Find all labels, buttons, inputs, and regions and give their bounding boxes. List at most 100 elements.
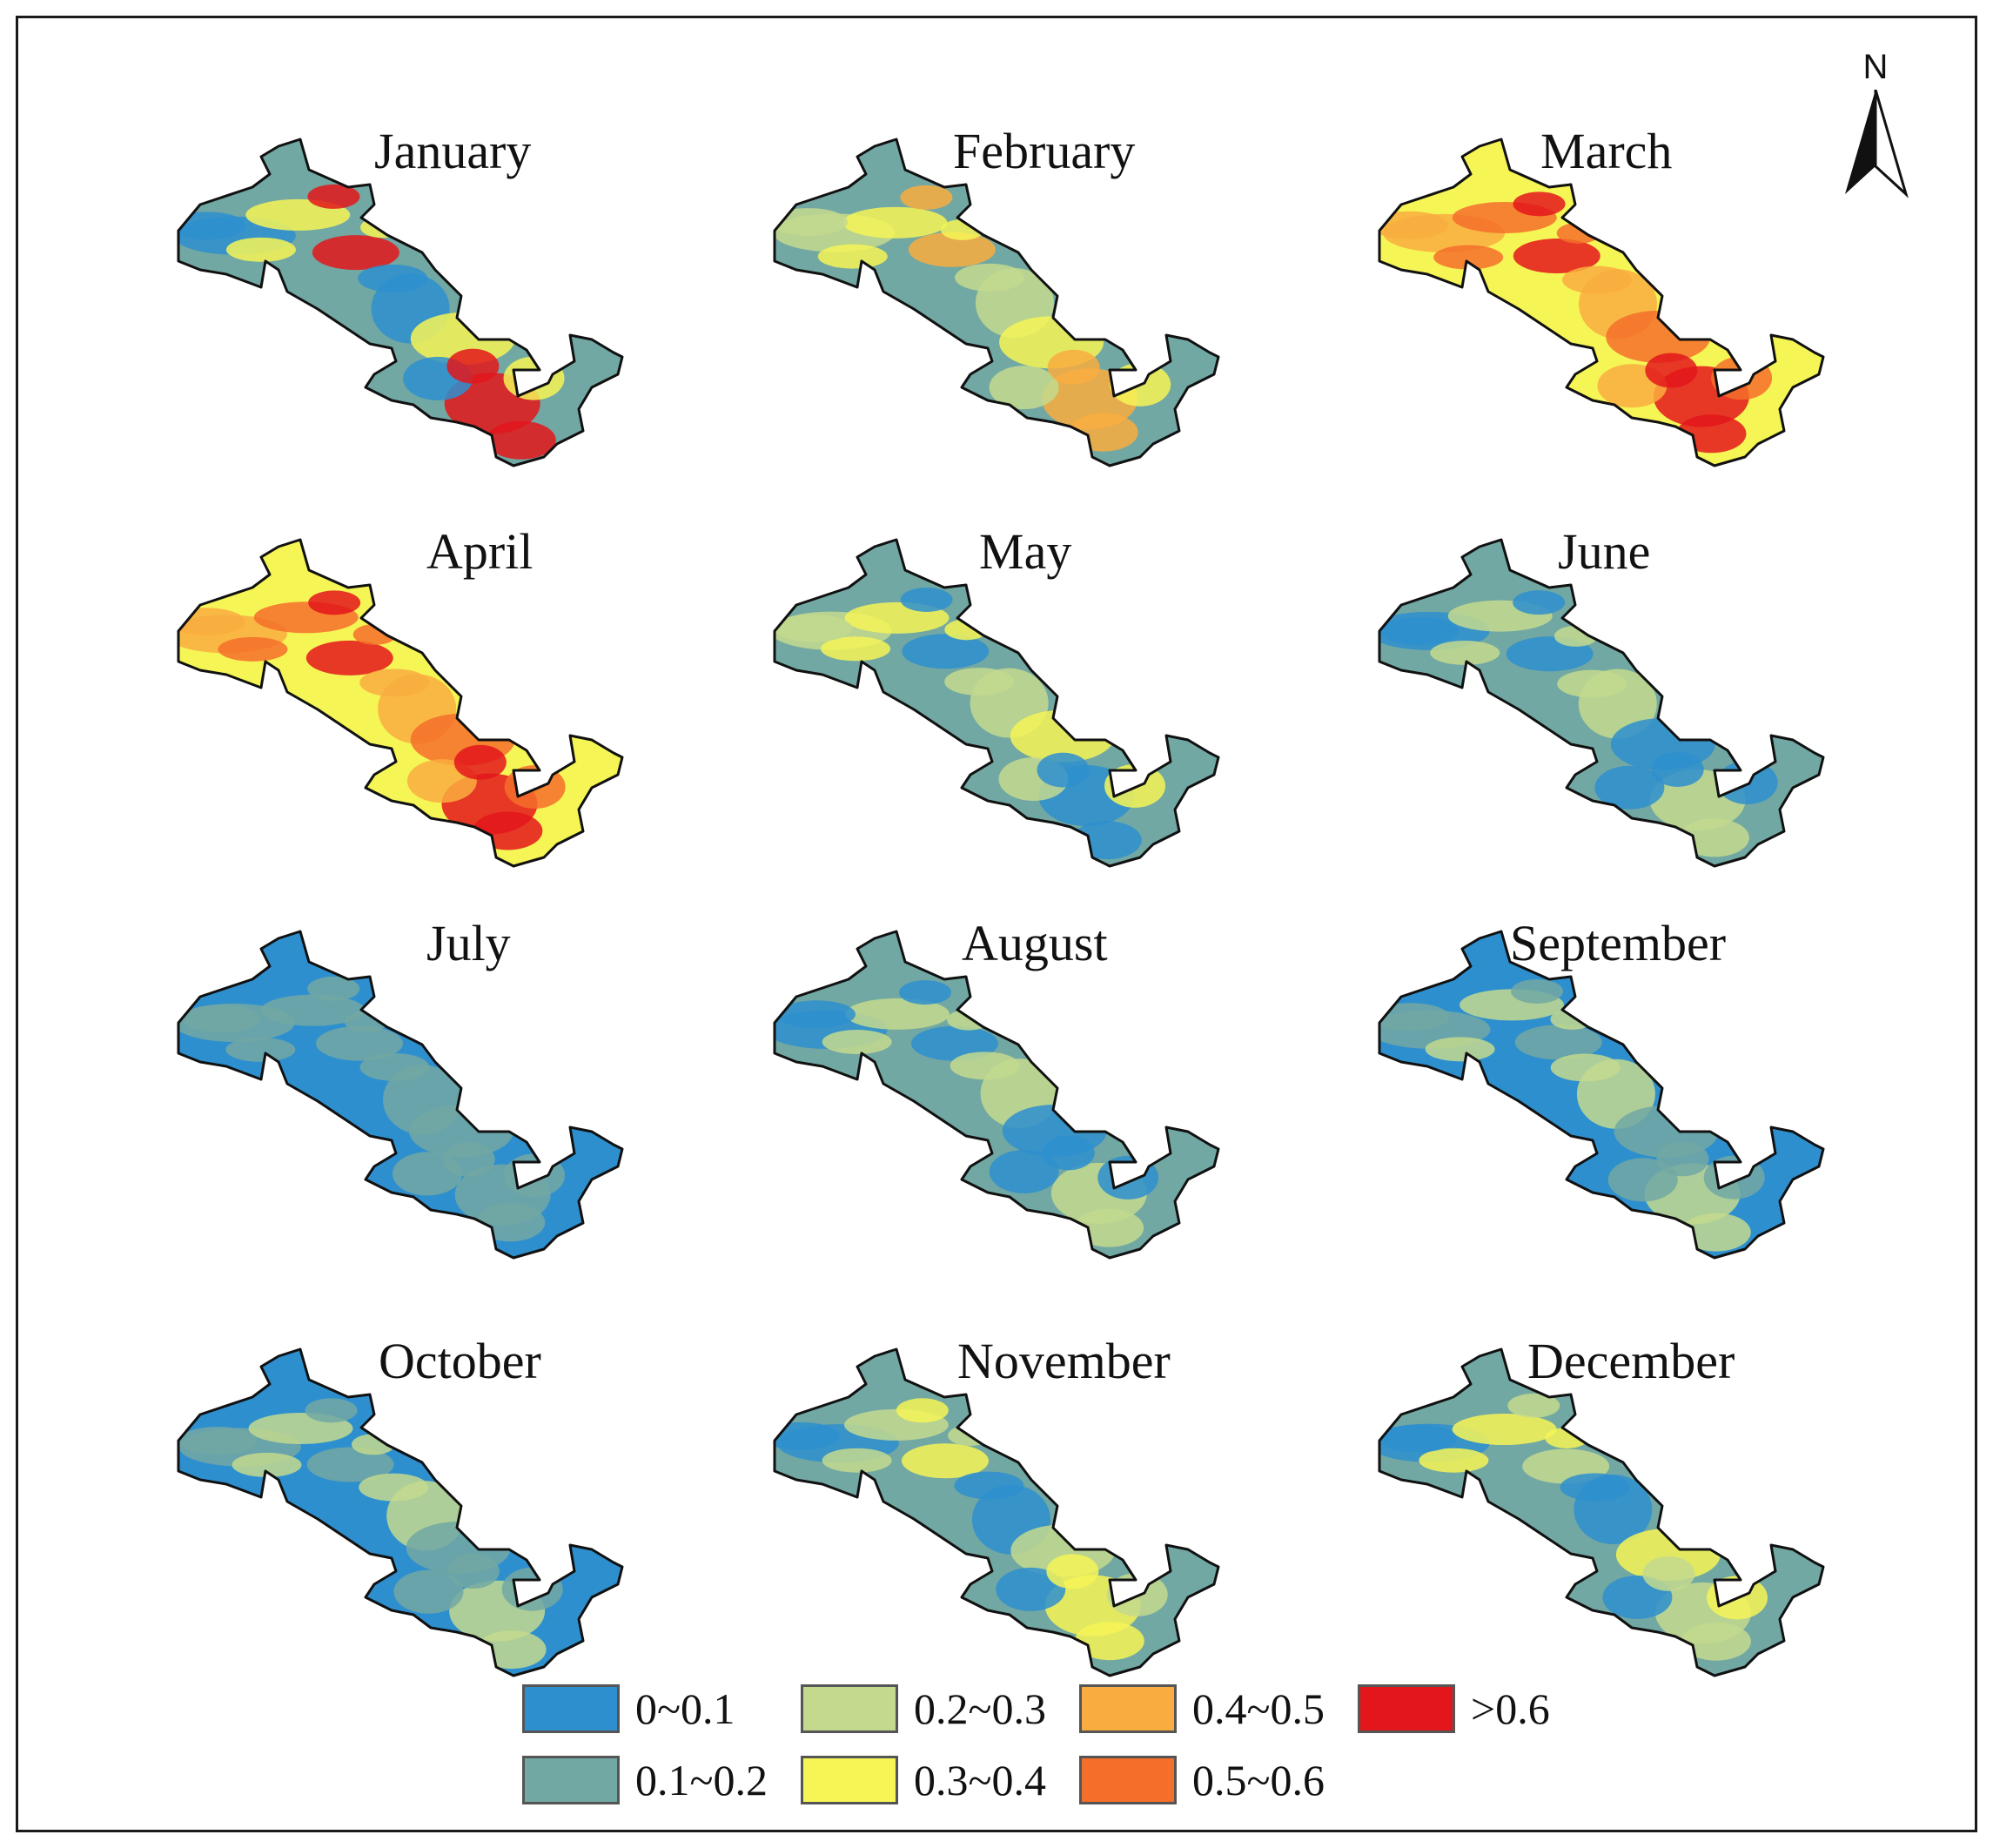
month-label: October xyxy=(379,1333,541,1389)
legend-swatch xyxy=(522,1756,620,1804)
legend-label: 0.4~0.5 xyxy=(1192,1684,1325,1733)
value-patch xyxy=(218,636,288,662)
value-patch xyxy=(1513,239,1600,274)
value-patch xyxy=(944,619,989,641)
value-patch xyxy=(476,1630,547,1670)
month-panel-december: December xyxy=(1332,1332,1941,1741)
province-border xyxy=(1378,538,1825,868)
value-patch xyxy=(1594,765,1665,810)
value-patch xyxy=(777,1000,856,1029)
value-patch xyxy=(989,366,1059,410)
month-label: May xyxy=(979,523,1072,580)
value-patch xyxy=(358,264,428,292)
value-patch xyxy=(955,263,1025,292)
value-patch xyxy=(1037,752,1090,788)
legend-swatch xyxy=(1079,1756,1177,1804)
value-patch xyxy=(822,1030,892,1055)
value-patch xyxy=(1642,1556,1695,1591)
value-patch xyxy=(821,636,891,662)
province-map-june xyxy=(1378,538,1825,868)
value-patch xyxy=(306,1447,394,1482)
value-patch xyxy=(1068,413,1138,452)
value-patch xyxy=(1419,1448,1489,1473)
value-patch xyxy=(225,1037,296,1062)
legend: 0~0.1 0.1~0.2 0.2~0.3 0.3~0.4 0.4~0.5 0.5~0.6… xyxy=(522,1684,1610,1824)
value-patch xyxy=(312,235,399,271)
value-patch xyxy=(896,1398,949,1423)
value-patch xyxy=(475,1203,546,1242)
province-map-october xyxy=(177,1347,624,1677)
value-patch xyxy=(899,980,952,1005)
province-map-december xyxy=(1378,1347,1825,1677)
month-label: December xyxy=(1527,1333,1735,1389)
value-patch xyxy=(307,976,360,1001)
month-panel-october: October xyxy=(131,1332,740,1741)
legend-label: 0.5~0.6 xyxy=(1192,1756,1325,1804)
month-panel-april: April xyxy=(131,522,740,931)
value-patch xyxy=(1557,669,1627,698)
legend-swatch xyxy=(801,1756,898,1804)
value-patch xyxy=(1511,978,1564,1004)
value-patch xyxy=(504,1153,566,1198)
value-patch xyxy=(944,668,1015,696)
province-border xyxy=(177,1347,624,1677)
month-panel-february: February xyxy=(727,122,1336,531)
legend-label: 0.3~0.4 xyxy=(914,1756,1047,1804)
value-patch xyxy=(1433,245,1504,270)
province-border xyxy=(177,538,624,868)
value-patch xyxy=(1645,353,1698,388)
value-patch xyxy=(359,1053,430,1082)
value-patch xyxy=(1560,1473,1630,1502)
value-patch xyxy=(182,1005,261,1033)
province-map-april xyxy=(177,538,624,868)
value-patch xyxy=(1656,1141,1709,1177)
value-patch xyxy=(1561,265,1632,294)
month-label: September xyxy=(1510,915,1727,971)
value-patch xyxy=(910,1025,998,1061)
value-patch xyxy=(817,244,888,269)
value-patch xyxy=(1379,1424,1457,1453)
value-patch xyxy=(359,1473,429,1502)
value-patch xyxy=(1452,1414,1557,1446)
province-map-july xyxy=(177,930,624,1260)
province-border xyxy=(1378,138,1825,467)
value-patch xyxy=(453,744,507,780)
province-border xyxy=(773,930,1220,1260)
province-map-february xyxy=(773,138,1220,467)
value-patch xyxy=(902,634,990,669)
value-patch xyxy=(1074,1208,1144,1247)
value-patch xyxy=(225,237,296,262)
province-map-september xyxy=(1378,930,1825,1260)
month-label: June xyxy=(1558,523,1651,580)
value-patch xyxy=(1513,590,1566,615)
value-patch xyxy=(307,184,360,209)
province-map-may xyxy=(773,538,1220,868)
legend-label: 0.1~0.2 xyxy=(635,1756,768,1804)
value-patch xyxy=(178,1427,258,1455)
value-patch xyxy=(1379,616,1459,645)
value-patch xyxy=(232,1452,302,1477)
value-patch xyxy=(996,1567,1066,1611)
province-map-august xyxy=(773,930,1220,1260)
legend-swatch xyxy=(1358,1684,1455,1733)
north-letter: N xyxy=(1862,48,1889,86)
province-border xyxy=(177,138,624,467)
province-border xyxy=(773,1347,1220,1677)
value-patch xyxy=(1681,1622,1751,1661)
value-patch xyxy=(1074,1622,1144,1661)
month-label: February xyxy=(953,123,1136,179)
legend-label: 0~0.1 xyxy=(635,1684,735,1733)
month-panel-june: June xyxy=(1332,522,1941,931)
month-label: March xyxy=(1540,123,1673,179)
value-patch xyxy=(501,1567,563,1611)
value-patch xyxy=(1556,222,1600,244)
legend-swatch xyxy=(522,1684,620,1733)
value-patch xyxy=(950,1052,1020,1080)
value-patch xyxy=(1430,640,1500,665)
value-patch xyxy=(1607,1158,1678,1202)
legend-label: 0.2~0.3 xyxy=(914,1684,1047,1733)
value-patch xyxy=(900,587,953,612)
province-border xyxy=(773,538,1220,868)
value-patch xyxy=(845,998,950,1030)
